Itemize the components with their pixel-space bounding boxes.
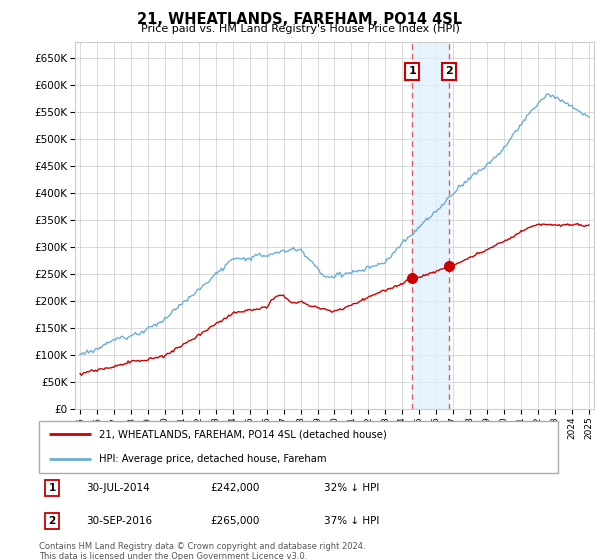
Text: 2: 2 xyxy=(49,516,56,526)
Text: 37% ↓ HPI: 37% ↓ HPI xyxy=(325,516,380,526)
Text: 1: 1 xyxy=(409,66,416,76)
Text: 2: 2 xyxy=(445,66,453,76)
Text: 30-SEP-2016: 30-SEP-2016 xyxy=(86,516,152,526)
Text: 21, WHEATLANDS, FAREHAM, PO14 4SL: 21, WHEATLANDS, FAREHAM, PO14 4SL xyxy=(137,12,463,27)
Bar xyxy=(412,42,449,409)
Text: HPI: Average price, detached house, Fareham: HPI: Average price, detached house, Fare… xyxy=(98,454,326,464)
Text: Price paid vs. HM Land Registry's House Price Index (HPI): Price paid vs. HM Land Registry's House … xyxy=(140,24,460,34)
Text: £242,000: £242,000 xyxy=(210,483,260,493)
Text: Contains HM Land Registry data © Crown copyright and database right 2024.
This d: Contains HM Land Registry data © Crown c… xyxy=(39,542,365,560)
Text: £265,000: £265,000 xyxy=(210,516,260,526)
Text: 30-JUL-2014: 30-JUL-2014 xyxy=(86,483,149,493)
Text: 32% ↓ HPI: 32% ↓ HPI xyxy=(325,483,380,493)
Text: 1: 1 xyxy=(49,483,56,493)
Text: 21, WHEATLANDS, FAREHAM, PO14 4SL (detached house): 21, WHEATLANDS, FAREHAM, PO14 4SL (detac… xyxy=(98,429,386,439)
